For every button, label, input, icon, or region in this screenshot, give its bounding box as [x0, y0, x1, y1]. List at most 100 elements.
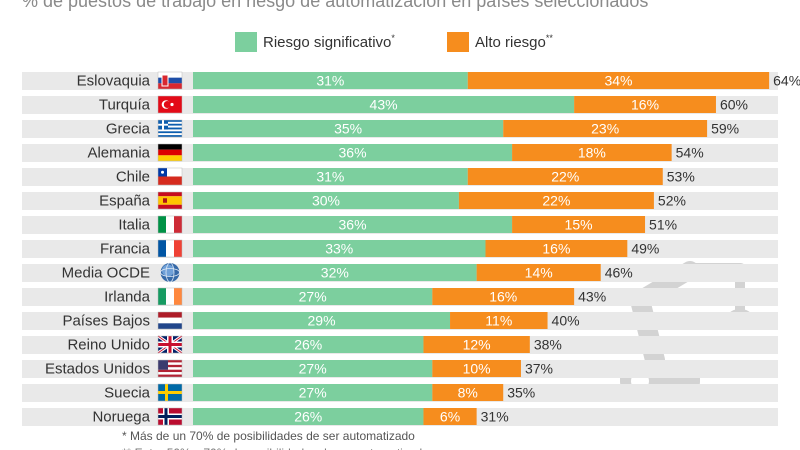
legend-item-significant: Riesgo significativo*	[235, 32, 395, 52]
flag-usa-flag	[157, 359, 183, 378]
flag-slovakia-flag	[157, 71, 183, 90]
bar-significant	[193, 96, 575, 113]
bar-high	[503, 120, 708, 137]
flag-chile-flag	[157, 167, 183, 186]
chart-subtitle: % de puestos de trabajo en riesgo de aut…	[22, 0, 649, 11]
bar-high	[574, 96, 716, 113]
data-label-total: 51%	[649, 217, 677, 233]
bar-high	[432, 288, 575, 305]
flag-spain-flag	[157, 191, 183, 210]
data-label-high: 16%	[542, 241, 570, 257]
bar-significant	[193, 168, 468, 185]
category-label: Países Bajos	[62, 313, 150, 330]
flag-stripe	[158, 83, 182, 89]
flag-stripe	[158, 360, 182, 363]
flag-border	[157, 191, 183, 210]
data-label-high: 16%	[631, 97, 659, 113]
bar-row: Alemania 36% 18% 54%	[22, 143, 778, 162]
flag-cross-red	[158, 343, 182, 346]
globe-highlight	[162, 264, 174, 277]
bar-row: Turquía 43% 16% 60%	[22, 95, 778, 114]
data-label-high: 16%	[489, 289, 517, 305]
legend-label-significant: Riesgo significativo*	[263, 32, 395, 51]
data-label-significant: 27%	[299, 289, 327, 305]
flag-cross-blue	[158, 415, 182, 418]
data-label-significant: 26%	[294, 337, 322, 353]
flag-stripe	[158, 374, 182, 377]
flag-stripe	[158, 323, 182, 329]
flag-stripe	[158, 312, 182, 318]
flag-stripe	[158, 204, 182, 209]
bar-high	[485, 240, 628, 257]
bar-high	[467, 72, 770, 89]
bar-significant	[193, 360, 433, 377]
bar-row: Francia 33% 16% 49%	[22, 239, 778, 258]
category-label: Grecia	[106, 121, 151, 138]
category-label: Noruega	[92, 409, 150, 426]
bar-row: Reino Unido 26% 12% 38%	[22, 334, 778, 355]
flag-stripe	[158, 168, 182, 177]
flag-italy-flag	[157, 215, 183, 234]
bar-row: Irlanda 27% 16% 43%	[22, 287, 778, 306]
flag-stripe	[158, 120, 182, 122]
data-label-significant: 26%	[294, 409, 322, 425]
category-label: Chile	[116, 169, 150, 186]
flag-stripe	[158, 144, 182, 150]
flag-border	[157, 215, 183, 234]
bar-row: Noruega 26% 6% 31%	[22, 407, 778, 426]
flag-greece-flag	[157, 119, 183, 138]
data-label-total: 53%	[667, 169, 695, 185]
bar-row: Suecia 27% 8% 35%	[22, 383, 778, 402]
flag-stripe	[158, 176, 182, 185]
flag-stripe	[158, 149, 182, 156]
category-label: Estados Unidos	[45, 361, 150, 378]
flag-border	[157, 359, 183, 378]
flag-emblem	[161, 74, 169, 87]
flag-emblem	[163, 198, 167, 203]
flag-border	[157, 167, 183, 186]
category-label: Irlanda	[104, 289, 151, 306]
flag-stripe	[158, 131, 182, 134]
category-label: España	[99, 193, 151, 210]
flag-stripe	[158, 155, 182, 161]
data-label-total: 59%	[711, 121, 739, 137]
bar-row: Italia 36% 15% 51%	[22, 215, 778, 234]
bar-high	[432, 384, 504, 401]
flag-france-flag	[157, 239, 183, 258]
flag-stripe	[158, 196, 182, 205]
flag-stripe	[174, 240, 182, 257]
data-label-significant: 31%	[316, 169, 344, 185]
bar-significant	[193, 264, 477, 281]
flag-border	[157, 311, 183, 330]
flag-border	[157, 287, 183, 306]
data-label-total: 52%	[658, 193, 686, 209]
data-label-high: 23%	[591, 121, 619, 137]
data-label-significant: 43%	[370, 97, 398, 113]
data-label-total: 38%	[534, 337, 562, 353]
data-label-total: 46%	[605, 265, 633, 281]
flag-stripe	[166, 216, 174, 233]
flag-canton	[158, 360, 168, 370]
data-label-significant: 32%	[321, 265, 349, 281]
flag-stripe	[166, 240, 174, 257]
flag-stripe	[158, 369, 182, 373]
flag-stripe	[158, 129, 182, 132]
category-label: Suecia	[104, 385, 151, 402]
bar-significant	[193, 312, 451, 329]
bar-row: Grecia 35% 23% 59%	[22, 119, 778, 138]
flag-turkey-flag	[157, 95, 183, 114]
chart-legend: Riesgo significativo* Alto riesgo**	[0, 32, 800, 56]
legend-item-high: Alto riesgo**	[447, 32, 553, 52]
bar-row: Estados Unidos 27% 10% 37%	[22, 359, 778, 378]
flag-stripe	[158, 372, 182, 375]
legend-label-high: Alto riesgo**	[475, 32, 553, 51]
data-label-total: 35%	[507, 385, 535, 401]
flag-star	[170, 102, 174, 107]
flag-stripe	[158, 367, 182, 370]
flag-stripe	[158, 192, 182, 197]
flag-border	[157, 119, 183, 138]
bar-high	[512, 216, 646, 233]
bar-high	[423, 336, 530, 353]
flag-stripe	[158, 127, 182, 130]
flag-sweden-flag	[157, 383, 183, 402]
